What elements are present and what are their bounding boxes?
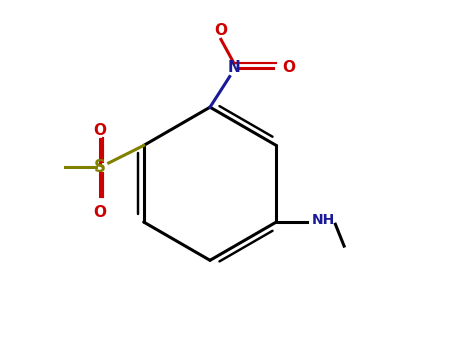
Text: NH: NH [311,213,334,227]
Text: O: O [214,23,228,38]
Text: N: N [228,60,240,75]
Text: S: S [94,158,106,176]
Text: O: O [93,204,106,219]
Text: O: O [282,60,295,75]
Text: O: O [93,122,106,138]
